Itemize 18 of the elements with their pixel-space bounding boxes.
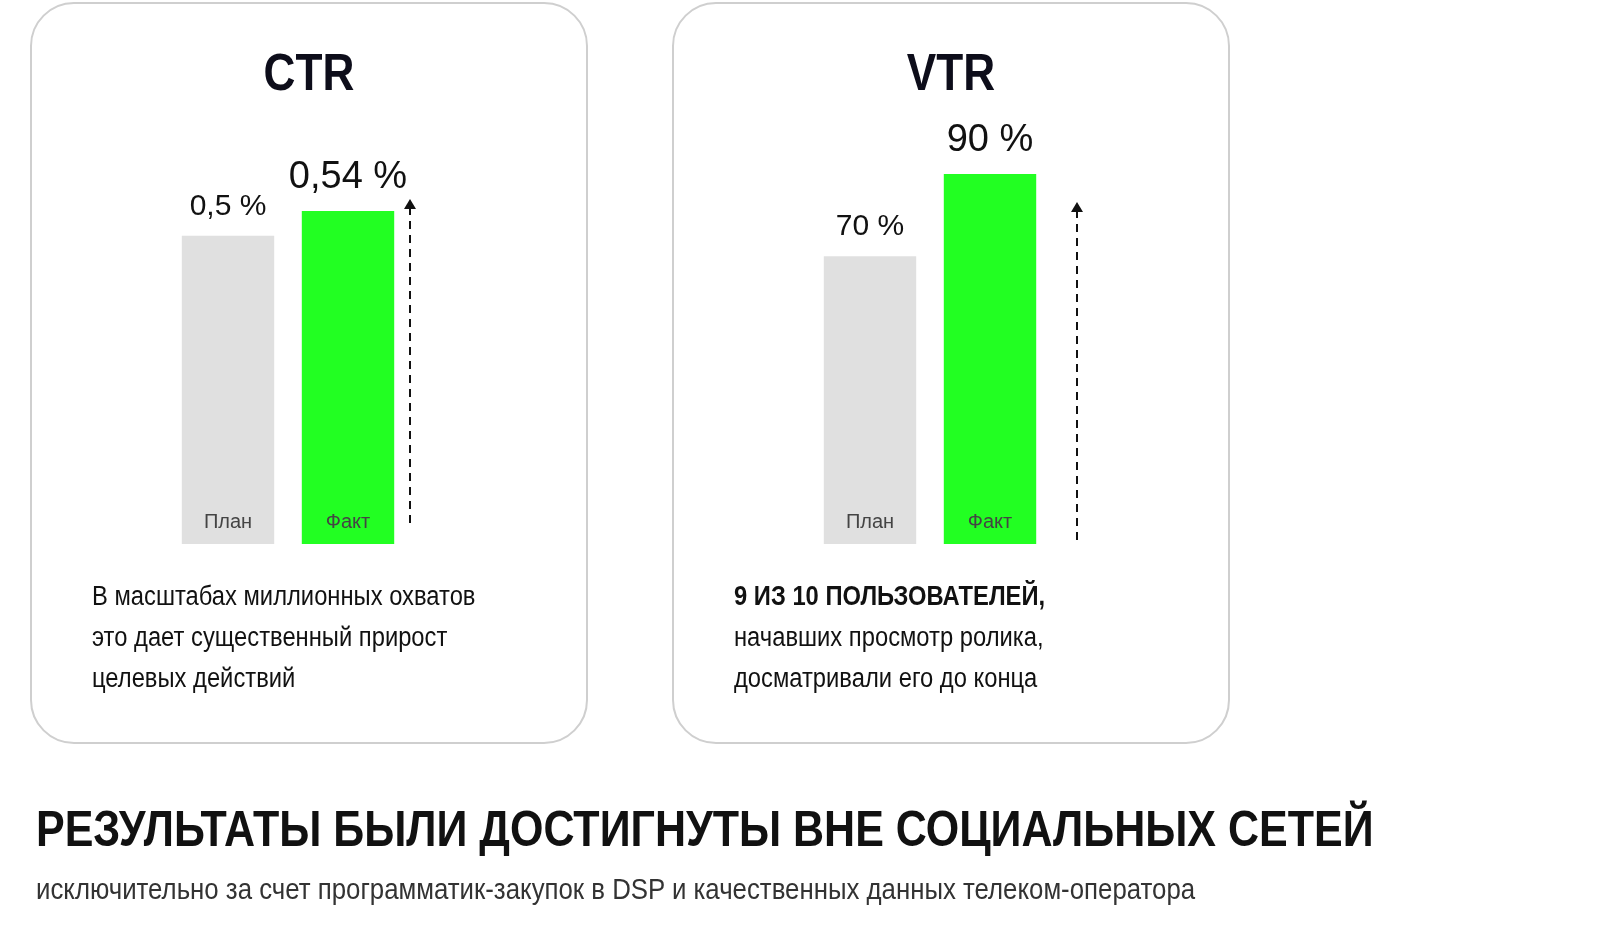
data-label: 0,5 % <box>189 187 267 221</box>
text: РЕЗУЛЬТАТЫ БЫЛИ ДОСТИГНУТЫ ВНЕ СОЦИАЛЬНЫХ СЕТЕЙ <box>36 800 1374 858</box>
data-label: 70 % <box>835 208 905 242</box>
chart-title: CTR <box>262 42 356 102</box>
text: В масштабах миллионных охватов <box>92 580 476 613</box>
category-label: Факт <box>325 509 371 532</box>
text: целевых действий <box>92 662 297 695</box>
category-label: Факт <box>967 509 1013 532</box>
data-label: 0,54 % <box>288 154 408 197</box>
text: 9 ИЗ 10 ПОЛЬЗОВАТЕЛЕЙ, <box>734 579 1046 613</box>
text: досматривали его до конца <box>734 662 1039 695</box>
text: исключительно за счет программатик-закупок в DSP и качественных данных телеком-оператора <box>36 872 1197 906</box>
text: начавших просмотр ролика, <box>734 621 1045 654</box>
data-label: 90 % <box>946 117 1034 160</box>
text: это дает существенный прирост <box>92 621 449 654</box>
category-label: План <box>845 509 895 532</box>
chart-title: VTR <box>905 42 997 102</box>
category-label: План <box>203 509 253 532</box>
